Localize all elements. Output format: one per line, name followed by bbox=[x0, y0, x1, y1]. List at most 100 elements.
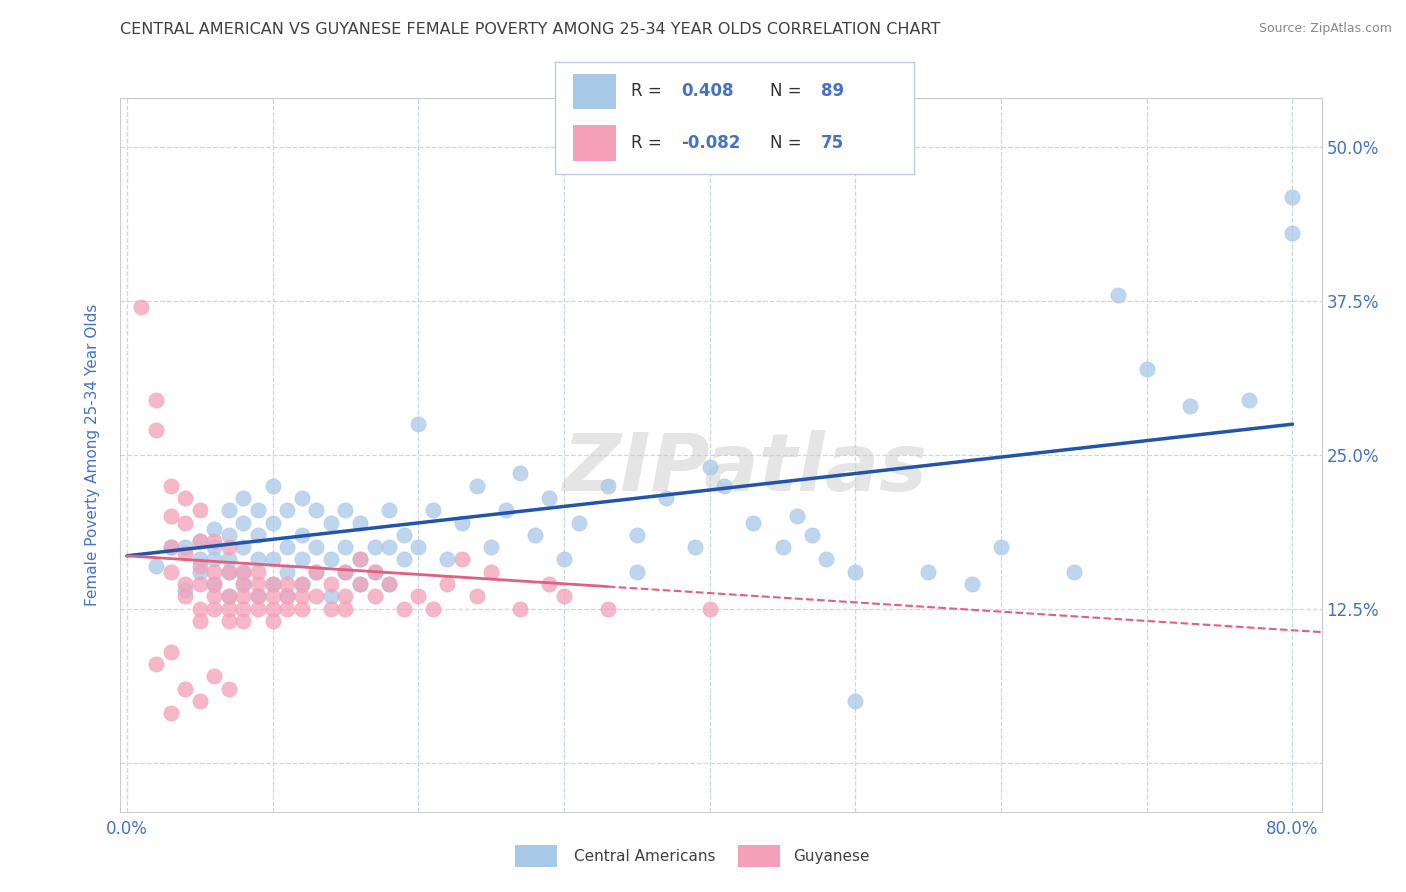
Point bbox=[246, 601, 269, 615]
Bar bbox=[738, 846, 780, 867]
Point bbox=[159, 509, 181, 524]
Point bbox=[465, 590, 488, 604]
Point bbox=[218, 565, 240, 579]
Point bbox=[538, 577, 561, 591]
Point bbox=[626, 528, 648, 542]
Point bbox=[305, 590, 328, 604]
Point bbox=[305, 565, 328, 579]
Point bbox=[262, 614, 284, 628]
Point bbox=[406, 590, 429, 604]
Point bbox=[1237, 392, 1260, 407]
Point bbox=[465, 478, 488, 492]
Point bbox=[188, 552, 211, 566]
Point bbox=[262, 516, 284, 530]
Point bbox=[262, 577, 284, 591]
Point bbox=[406, 540, 429, 554]
Point bbox=[159, 540, 181, 554]
Point bbox=[246, 577, 269, 591]
Point bbox=[218, 601, 240, 615]
Point bbox=[305, 565, 328, 579]
Text: Guyanese: Guyanese bbox=[793, 849, 869, 863]
Point bbox=[276, 565, 298, 579]
Point bbox=[509, 601, 531, 615]
Text: ZIPatlas: ZIPatlas bbox=[562, 430, 927, 508]
Point bbox=[174, 590, 197, 604]
Point bbox=[188, 565, 211, 579]
Point bbox=[335, 601, 357, 615]
Point bbox=[451, 516, 474, 530]
Point bbox=[291, 601, 314, 615]
Point bbox=[335, 565, 357, 579]
Point bbox=[786, 509, 808, 524]
Point bbox=[188, 694, 211, 708]
Point bbox=[276, 601, 298, 615]
Point bbox=[202, 540, 225, 554]
Point bbox=[202, 590, 225, 604]
Point bbox=[815, 552, 838, 566]
Point bbox=[188, 601, 211, 615]
Point bbox=[246, 503, 269, 517]
Point bbox=[291, 528, 314, 542]
Point bbox=[1063, 565, 1085, 579]
Point bbox=[218, 681, 240, 696]
Point bbox=[479, 565, 502, 579]
Point bbox=[1281, 227, 1303, 241]
Point bbox=[246, 528, 269, 542]
Point bbox=[1180, 399, 1202, 413]
Point bbox=[218, 503, 240, 517]
Text: Source: ZipAtlas.com: Source: ZipAtlas.com bbox=[1258, 22, 1392, 36]
Point bbox=[276, 503, 298, 517]
Point bbox=[291, 590, 314, 604]
Point bbox=[246, 565, 269, 579]
Point bbox=[378, 577, 401, 591]
Point bbox=[202, 534, 225, 549]
Point bbox=[363, 565, 385, 579]
Point bbox=[232, 614, 254, 628]
Point bbox=[218, 590, 240, 604]
Point bbox=[378, 503, 401, 517]
Point bbox=[174, 681, 197, 696]
Point bbox=[699, 460, 721, 475]
Point bbox=[262, 552, 284, 566]
Point bbox=[1281, 189, 1303, 203]
Point bbox=[218, 614, 240, 628]
Text: N =: N = bbox=[770, 134, 807, 152]
Bar bbox=[574, 74, 616, 109]
Point bbox=[655, 491, 678, 505]
Point bbox=[188, 534, 211, 549]
Point bbox=[202, 552, 225, 566]
Point bbox=[202, 522, 225, 536]
Point bbox=[174, 577, 197, 591]
Point bbox=[349, 577, 371, 591]
Text: -0.082: -0.082 bbox=[681, 134, 740, 152]
Point bbox=[538, 491, 561, 505]
Point bbox=[188, 503, 211, 517]
Point bbox=[844, 694, 866, 708]
Point bbox=[772, 540, 794, 554]
Text: 75: 75 bbox=[821, 134, 844, 152]
Point bbox=[392, 601, 415, 615]
Point bbox=[276, 577, 298, 591]
Text: CENTRAL AMERICAN VS GUYANESE FEMALE POVERTY AMONG 25-34 YEAR OLDS CORRELATION CH: CENTRAL AMERICAN VS GUYANESE FEMALE POVE… bbox=[120, 22, 939, 37]
Point bbox=[246, 552, 269, 566]
Point bbox=[844, 565, 866, 579]
Point bbox=[202, 601, 225, 615]
Point bbox=[202, 565, 225, 579]
Text: 0.408: 0.408 bbox=[681, 82, 734, 101]
Point bbox=[159, 478, 181, 492]
Point bbox=[159, 540, 181, 554]
Text: R =: R = bbox=[631, 134, 666, 152]
Point bbox=[218, 552, 240, 566]
Point bbox=[232, 590, 254, 604]
Point bbox=[683, 540, 706, 554]
Point bbox=[451, 552, 474, 566]
Point bbox=[335, 503, 357, 517]
Point bbox=[262, 590, 284, 604]
Point bbox=[188, 558, 211, 573]
Point bbox=[305, 540, 328, 554]
Text: N =: N = bbox=[770, 82, 807, 101]
Point bbox=[349, 516, 371, 530]
Point bbox=[436, 552, 458, 566]
Text: R =: R = bbox=[631, 82, 666, 101]
Point bbox=[131, 300, 153, 314]
